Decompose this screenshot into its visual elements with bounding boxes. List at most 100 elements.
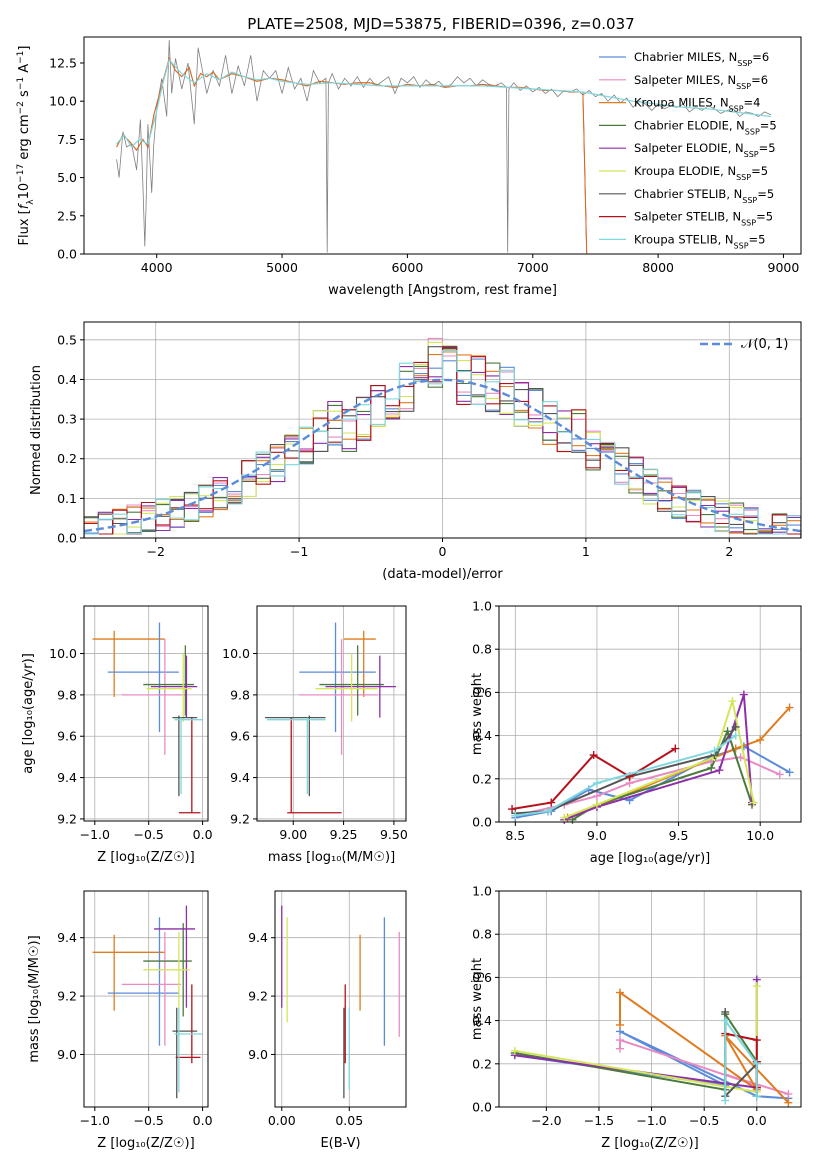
x-axis-label: mass [log₁₀(M/M☉)] xyxy=(268,850,395,865)
x-tick-label: −2 xyxy=(146,544,164,559)
mass-vs-metallicity-axes: −1.0 −0.5 0.0 9.0 9.2 9.4 Z [log₁₀(Z/Z☉)] mass … xyxy=(27,890,213,1151)
y-axis-label: Normed distribution xyxy=(29,365,44,495)
axes-frame xyxy=(498,890,802,1108)
y-axis-label-part: s xyxy=(17,90,32,101)
y-tick-label: 0.8 xyxy=(472,642,492,657)
weight-marker-salpeter_stelib xyxy=(671,744,680,753)
y-tick-label: 9.2 xyxy=(248,989,268,1004)
x-axis-label: wavelength [Angstrom, rest frame] xyxy=(328,283,557,298)
weight-marker-chabrier_miles xyxy=(785,768,794,777)
model-miles-line xyxy=(116,58,771,148)
legend-label-text: Kroupa MILES, N xyxy=(634,96,729,110)
y-tick-label: 0.2 xyxy=(57,451,77,466)
x-tick-label: 8000 xyxy=(642,260,674,275)
y-axis-label-part: ] xyxy=(17,46,32,51)
y-tick-label: 0.6 xyxy=(472,685,492,700)
y-axis-label-part: 10 xyxy=(17,183,32,200)
weight-marker-chabrier_elodie xyxy=(723,727,732,736)
weight-marker-kroupa_miles xyxy=(756,735,765,744)
x-tick-label: −0.5 xyxy=(134,827,164,842)
axes-frame xyxy=(83,605,209,822)
x-axis-label: (data-model)/error xyxy=(382,567,503,582)
x-tick-label: −1 xyxy=(290,544,308,559)
legend-label: Chabrier ELODIE, NSSP=5 xyxy=(634,118,777,136)
y-axis-label-part: Flux [ xyxy=(17,209,32,245)
y-tick-label: 10.0 xyxy=(49,94,77,109)
y-tick-label: 0.0 xyxy=(57,531,77,546)
y-tick-label: 1.0 xyxy=(472,599,492,614)
x-tick-label: 5000 xyxy=(266,260,298,275)
legend-label: Kroupa STELIB, NSSP=5 xyxy=(634,232,765,250)
y-tick-label: 0.5 xyxy=(57,332,77,347)
y-tick-label: 9.2 xyxy=(230,811,250,826)
weight-marker-kroupa_stelib xyxy=(592,779,601,788)
y-axis-label-part: −1 xyxy=(16,77,26,90)
y-tick-label: 0.4 xyxy=(472,1013,492,1028)
weight-marker-kroupa_elodie xyxy=(752,982,761,991)
legend-label-text: Salpeter STELIB, N xyxy=(634,210,741,224)
weight-marker-salpeter_stelib xyxy=(547,798,556,807)
y-tick-label: 5.0 xyxy=(57,170,77,185)
y-tick-label: 9.0 xyxy=(248,1047,268,1062)
legend-label-sub: SSP xyxy=(737,59,752,68)
x-tick-label: −1.5 xyxy=(584,1113,614,1128)
legend-label: Salpeter STELIB, NSSP=5 xyxy=(634,210,773,228)
weight-marker-salpeter_miles xyxy=(616,1036,625,1045)
y-tick-label: 10.0 xyxy=(222,646,250,661)
x-axis-label: Z [log₁₀(Z/Z☉)] xyxy=(97,850,194,865)
weight-marker-salpeter_elodie xyxy=(739,690,748,699)
y-axis-label-part: f xyxy=(17,202,32,209)
weight-vs-metallicity-axes: −2.0 −1.5 −1.0 −0.5 0.0 0.0 0.2 0.4 0.6 0.8 1.0 Z [… xyxy=(470,884,802,1151)
weight-marker-kroupa_elodie xyxy=(510,1046,519,1055)
legend-label: 𝒩(0, 1) xyxy=(741,337,788,352)
legend-label-text: Chabrier STELIB, N xyxy=(634,187,742,201)
legend-label-value: =5 xyxy=(759,141,776,155)
y-axis-label: Flux [fλ10−17 erg cm−2 s−1 A−1] xyxy=(16,46,36,246)
x-tick-label: 0.05 xyxy=(335,1113,363,1128)
x-tick-label: −0.5 xyxy=(689,1113,719,1128)
weight-marker-kroupa_miles xyxy=(616,988,625,997)
weight-marker-salpeter_miles xyxy=(616,1044,625,1053)
mass-vs-extinction-axes: 0.00 0.05 9.0 9.2 9.4 E(B-V) xyxy=(248,890,407,1151)
legend-label: Kroupa ELODIE, NSSP=5 xyxy=(634,164,768,182)
histogram-series-kroupa_stelib xyxy=(84,350,801,538)
x-axis-label: Z [log₁₀(Z/Z☉)] xyxy=(601,1136,698,1151)
y-axis-label: mass [log₁₀(M/M☉)] xyxy=(27,935,42,1062)
y-axis-label: age [log₁₀(age/yr)] xyxy=(21,653,36,774)
y-tick-label: 0.1 xyxy=(57,491,77,506)
y-tick-label: 0.8 xyxy=(472,927,492,942)
y-axis-label-part: −17 xyxy=(16,164,26,183)
y-tick-label: 0.0 xyxy=(472,1100,492,1115)
legend-label: Salpeter ELODIE, NSSP=5 xyxy=(634,141,776,159)
x-tick-label: −1.0 xyxy=(80,1113,110,1128)
legend-label: Salpeter MILES, NSSP=6 xyxy=(634,73,768,91)
axes-frame xyxy=(83,890,209,1108)
legend-label-sub: SSP xyxy=(736,81,751,90)
weight-marker-chabrier_stelib xyxy=(731,722,740,731)
x-tick-label: −1.0 xyxy=(636,1113,666,1128)
y-tick-label: 9.8 xyxy=(230,687,250,702)
legend-label-sub: SSP xyxy=(742,195,757,204)
y-axis-label-part: −1 xyxy=(16,51,26,64)
weight-vs-age-axes: 8.5 9.0 9.5 10.0 0.0 0.2 0.4 0.6 0.8 1.0 age [log₁… xyxy=(470,599,802,866)
x-axis-label: Z [log₁₀(Z/Z☉)] xyxy=(97,1136,194,1151)
weight-marker-salpeter_stelib xyxy=(752,1036,761,1045)
figure-title: PLATE=2508, MJD=53875, FIBERID=0396, z=0… xyxy=(247,15,634,33)
weight-marker-kroupa_elodie xyxy=(560,813,569,822)
y-tick-label: 0.0 xyxy=(472,815,492,830)
weight-marker-kroupa_elodie xyxy=(749,798,758,807)
weight-marker-kroupa_stelib xyxy=(721,1016,730,1025)
age-vs-mass-axes: 9.00 9.25 9.50 9.2 9.4 9.6 9.8 10.0 mass [log₁₀(… xyxy=(222,605,408,865)
weight-marker-kroupa_stelib xyxy=(731,731,740,740)
y-tick-label: 0.3 xyxy=(57,412,77,427)
y-tick-label: 0.4 xyxy=(57,372,77,387)
x-tick-label: 4000 xyxy=(141,260,173,275)
y-tick-label: 9.4 xyxy=(57,930,77,945)
legend-label-value: =5 xyxy=(749,232,766,246)
x-axis-label: age [log₁₀(age/yr)] xyxy=(590,851,711,866)
axes-frame xyxy=(83,36,802,255)
weight-marker-salpeter_miles xyxy=(592,792,601,801)
y-tick-label: 10.0 xyxy=(49,646,77,661)
y-tick-label: 9.4 xyxy=(248,930,268,945)
